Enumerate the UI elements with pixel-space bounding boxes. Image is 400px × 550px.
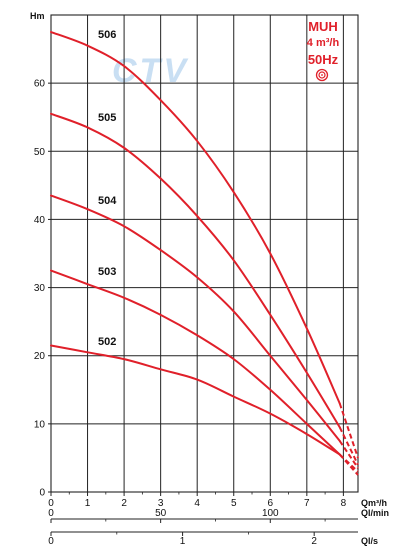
- x-tick-label: 0: [48, 498, 54, 509]
- y-tick-label: 40: [34, 215, 46, 226]
- curve-extension-505: [338, 426, 359, 466]
- plot-frame: [50, 14, 359, 493]
- x-tick-label: 100: [262, 508, 279, 519]
- curve-504: [50, 194, 341, 442]
- curve-extension-506: [338, 403, 359, 459]
- x-axis-unit: Ql/min: [361, 508, 389, 518]
- x-tick-label: 3: [158, 498, 164, 509]
- curve-label-506: 506: [98, 29, 116, 41]
- y-tick-label: 10: [34, 419, 46, 430]
- x-tick-label: 6: [268, 498, 274, 509]
- curve-extension-502: [338, 453, 359, 476]
- chart-curves: 506 505 504 503 502: [50, 29, 359, 476]
- y-tick-label: 50: [34, 147, 46, 158]
- chart-ticks: 0 10 20 30 40 50 60 0 1 2 3 4 5 6 7 8 Qm³/h 0 50 100 Ql/min 0…: [34, 79, 389, 547]
- concentric-circles-icon: [315, 68, 329, 82]
- x-tick-label: 7: [304, 498, 310, 509]
- curve-label-503: 503: [98, 266, 116, 278]
- curve-505: [50, 112, 341, 429]
- y-axis-unit: Hm: [30, 11, 45, 21]
- x-tick-label: 4: [194, 498, 200, 509]
- y-tick-label: 0: [39, 488, 45, 499]
- legend-model: MUH: [308, 19, 338, 34]
- curve-506: [50, 31, 341, 405]
- x-tick-label: 0: [48, 536, 54, 547]
- x-axis-unit: Ql/s: [361, 536, 378, 546]
- curve-label-502: 502: [98, 336, 116, 348]
- x-tick-label: 2: [121, 498, 127, 509]
- x-tick-label: 2: [311, 536, 317, 547]
- curve-extension-504: [338, 440, 359, 469]
- curve-label-505: 505: [98, 112, 116, 124]
- x-tick-label: 0: [48, 508, 54, 519]
- curve-503: [50, 269, 341, 456]
- legend-flow: 4 m³/h: [307, 37, 340, 49]
- curve-label-504: 504: [98, 195, 117, 207]
- legend-frequency: 50Hz: [308, 52, 339, 67]
- curve-502: [50, 344, 341, 456]
- legend-box: MUH 4 m³/h 50Hz: [307, 19, 340, 82]
- x-axis-unit: Qm³/h: [361, 498, 387, 508]
- y-tick-label: 20: [34, 351, 46, 362]
- x-tick-label: 1: [85, 498, 91, 509]
- y-tick-label: 30: [34, 283, 46, 294]
- chart-grid: [50, 14, 359, 493]
- x-tick-label: 8: [341, 498, 347, 509]
- x-tick-label: 1: [180, 536, 186, 547]
- x-tick-label: 50: [155, 508, 167, 519]
- y-tick-label: 60: [34, 79, 46, 90]
- x-tick-label: 5: [231, 498, 237, 509]
